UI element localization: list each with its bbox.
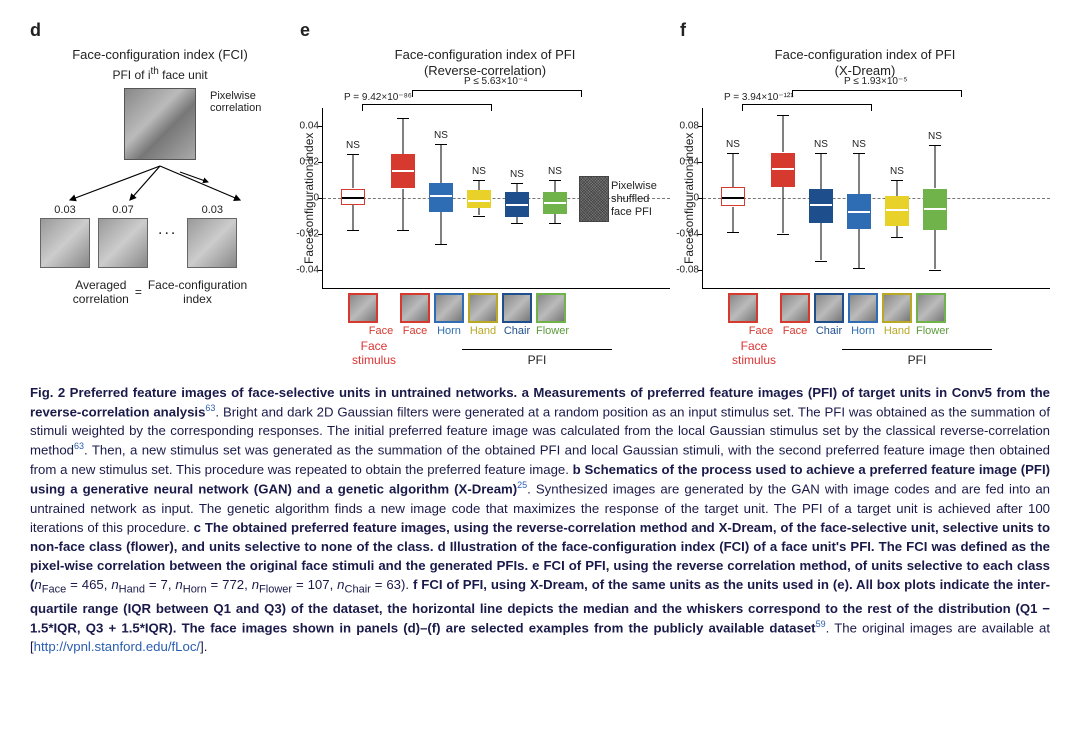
- p-group-e: P ≤ 5.63×10⁻⁴: [464, 76, 528, 87]
- p-group-f: P ≤ 1.93×10⁻⁵: [844, 76, 907, 87]
- label-horn: Horn: [434, 325, 464, 337]
- thumb-horn: [848, 293, 878, 323]
- noise-label: Pixelwiseshuffledface PFI: [611, 180, 657, 220]
- panel-e-brackets: P ≤ 5.63×10⁻⁴ P = 9.42×10⁻⁸⁶: [344, 80, 670, 108]
- eq-sign: =: [135, 285, 142, 299]
- thumb-face: [348, 293, 378, 323]
- ellipsis: ...: [156, 221, 179, 251]
- box-face: [341, 189, 365, 205]
- panel-e: e Face-configuration index of PFI (Rever…: [300, 20, 670, 367]
- face-thumb-1: [40, 218, 90, 268]
- label-face: Face: [780, 325, 810, 337]
- figure-panels: d Face-configuration index (FCI) PFI of …: [30, 20, 1050, 367]
- corr-val-3: 0.03: [202, 204, 223, 216]
- arrows-svg: [30, 164, 290, 204]
- thumbs-e: [344, 293, 670, 323]
- thumb-face: [780, 293, 810, 323]
- panel-d-subtitle: PFI of ith face unit: [30, 66, 290, 82]
- box-face: [391, 154, 415, 188]
- box-flower: [923, 189, 947, 230]
- thumb-1: 0.03: [40, 204, 90, 268]
- boxplot-e: -0.04-0.0200.020.04NSNSNSNSNSPixelwisesh…: [322, 108, 670, 289]
- corr-val-2: 0.07: [112, 204, 133, 216]
- thumb-chair: [814, 293, 844, 323]
- face-stimulus-label-f: Facestimulus: [724, 339, 784, 367]
- label-hand: Hand: [468, 325, 498, 337]
- label-hand: Hand: [882, 325, 912, 337]
- label-flower: Flower: [536, 325, 566, 337]
- p-main-f: P = 3.94×10⁻¹²¹: [724, 92, 794, 103]
- panel-f-title-1: Face-configuration index of PFI: [775, 47, 956, 62]
- panel-f-label: f: [680, 20, 1050, 41]
- boxplot-f: -0.08-0.0400.040.08NSNSNSNSNS: [702, 108, 1050, 289]
- labels-f: Face Face Chair Horn Hand Flower: [724, 325, 1050, 337]
- thumb-hand: [882, 293, 912, 323]
- panel-e-title-1: Face-configuration index of PFI: [395, 47, 576, 62]
- noise-box: [579, 176, 609, 222]
- box-face: [721, 187, 745, 207]
- thumb-3: 0.03: [187, 204, 237, 268]
- pfi-main-thumb: [124, 88, 196, 160]
- bracket-group-f: [792, 90, 962, 91]
- thumb-chair: [502, 293, 532, 323]
- dataset-link[interactable]: http://vpnl.stanford.edu/fLoc/: [34, 639, 200, 654]
- panel-f: f Face-configuration index of PFI (X-Dre…: [680, 20, 1050, 367]
- pixelwise-label: Pixelwisecorrelation: [210, 90, 261, 114]
- box-chair: [809, 189, 833, 223]
- bottom-f: Facestimulus PFI: [724, 339, 1050, 367]
- fci-equation: Averagedcorrelation = Face-configuration…: [30, 278, 290, 306]
- panel-f-brackets: P ≤ 1.93×10⁻⁵ P = 3.94×10⁻¹²¹: [724, 80, 1050, 108]
- bracket-group-e: [412, 90, 582, 91]
- box-hand: [467, 190, 491, 208]
- panel-d-title: Face-configuration index (FCI): [30, 47, 290, 62]
- label-chair: Chair: [814, 325, 844, 337]
- box-face: [771, 153, 795, 187]
- label-flower: Flower: [916, 325, 946, 337]
- box-horn: [429, 183, 453, 212]
- face-thumb-2: [98, 218, 148, 268]
- thumb-2: 0.07: [98, 204, 148, 268]
- box-flower: [543, 192, 567, 214]
- eq-rhs: Face-configurationindex: [148, 278, 247, 306]
- figure-caption: Fig. 2 Preferred feature images of face-…: [30, 383, 1050, 657]
- panel-e-label: e: [300, 20, 670, 41]
- panel-d: d Face-configuration index (FCI) PFI of …: [30, 20, 290, 306]
- thumb-flower: [916, 293, 946, 323]
- thumbs-f: [724, 293, 1050, 323]
- label-face: Face: [366, 325, 396, 337]
- pfi-label-f: PFI: [784, 339, 1050, 367]
- panel-d-label: d: [30, 20, 290, 41]
- thumb-hand: [468, 293, 498, 323]
- bracket-main-e: [362, 104, 492, 105]
- panel-d-thumb-row: 0.03 0.07 ... 0.03: [30, 204, 290, 268]
- box-chair: [505, 192, 529, 217]
- bottom-e: Facestimulus PFI: [344, 339, 670, 367]
- labels-e: Face Face Horn Hand Chair Flower: [344, 325, 670, 337]
- label-face: Face: [746, 325, 776, 337]
- thumb-horn: [434, 293, 464, 323]
- box-hand: [885, 196, 909, 227]
- label-chair: Chair: [502, 325, 532, 337]
- thumb-face: [400, 293, 430, 323]
- face-stimulus-label-e: Facestimulus: [344, 339, 404, 367]
- corr-val-1: 0.03: [54, 204, 75, 216]
- p-main-e: P = 9.42×10⁻⁸⁶: [344, 92, 412, 103]
- label-horn: Horn: [848, 325, 878, 337]
- face-thumb-3: [187, 218, 237, 268]
- pfi-label-e: PFI: [404, 339, 670, 367]
- bracket-main-f: [742, 104, 872, 105]
- label-face: Face: [400, 325, 430, 337]
- thumb-flower: [536, 293, 566, 323]
- thumb-face: [728, 293, 758, 323]
- eq-lhs: Averagedcorrelation: [73, 278, 129, 306]
- box-horn: [847, 194, 871, 229]
